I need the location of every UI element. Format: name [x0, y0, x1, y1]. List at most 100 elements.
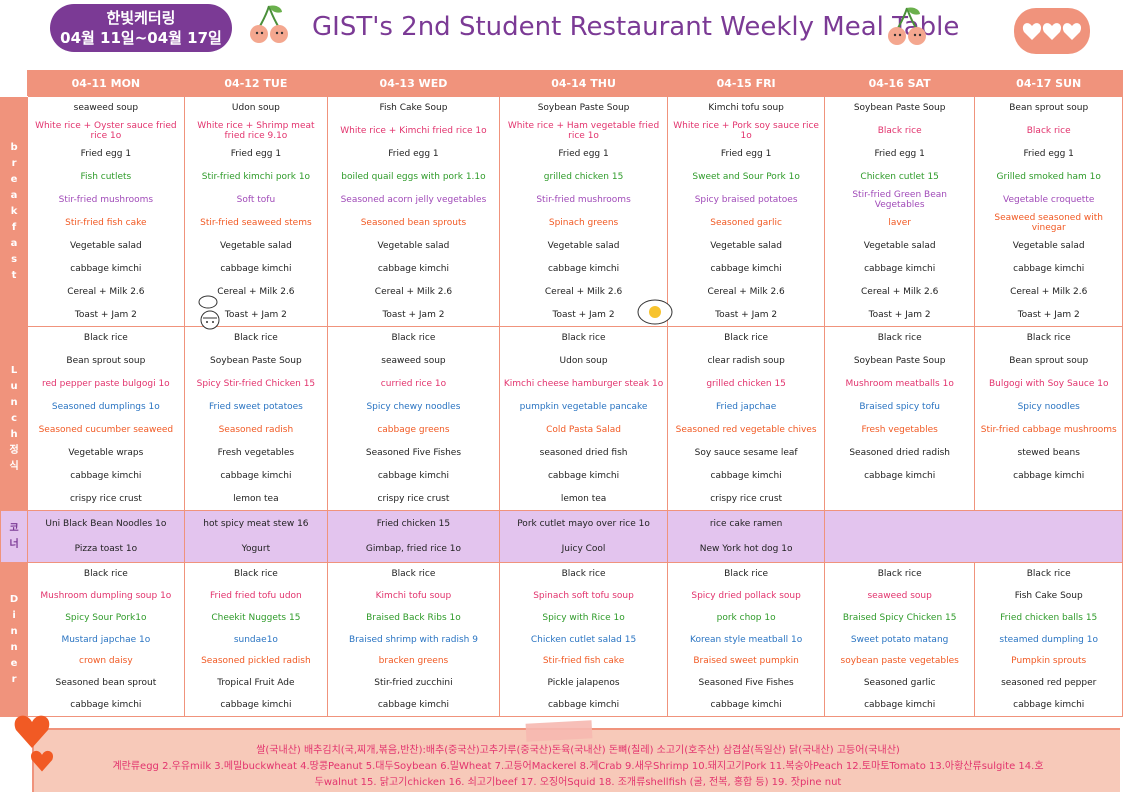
menu-item: Black rice	[724, 568, 769, 579]
dinner-label-char: e	[10, 657, 18, 669]
chef-doodle-icon	[198, 295, 220, 330]
lunch-cell: Black rice Soybean Paste Soup Mushroom mea…	[823, 326, 976, 511]
menu-item: hot spicy meat stew 16	[203, 518, 309, 529]
menu-item: seaweed soup	[867, 590, 932, 601]
menu-item: crispy rice crust	[710, 493, 783, 504]
menu-item: Spicy noodles	[1017, 402, 1080, 413]
menu-item: Seaweed seasoned with vinegar	[994, 212, 1104, 233]
menu-item	[827, 487, 973, 510]
menu-item: Braised Back Ribs 1o	[366, 612, 461, 623]
breakfast-cell: seaweed soup White rice + Oyster sauce fr…	[27, 96, 185, 327]
menu-item: Black rice	[1026, 126, 1071, 137]
menu-item: Kimchi cheese hamburger steak 1o	[503, 379, 664, 390]
menu-item: lemon tea	[560, 493, 607, 504]
cherry-icon	[250, 5, 288, 43]
breakfast-cell-list: Soybean Paste Soup White rice + Ham veget…	[502, 97, 666, 326]
menu-item: cabbage kimchi	[220, 263, 292, 274]
lunch-label-char: u	[10, 380, 18, 392]
menu-item: lemon tea	[233, 493, 279, 504]
menu-item: Seasoned dried radish	[849, 447, 950, 458]
caterer-name: 한빛케터링	[106, 9, 176, 27]
menu-item: Black rice	[391, 568, 436, 579]
allergen-footer: 쌀(국내산) 배추김치(국,찌개,볶음,반찬):배추(중국산)고추가루(중국산)…	[0, 715, 1123, 794]
lunch-cell: Black rice Bean sprout soup red pepper pas…	[27, 326, 185, 511]
menu-item: soybean paste vegetables	[840, 656, 959, 667]
heart-icon	[14, 715, 50, 748]
breakfast-cell-list: Soybean Paste Soup Black rice Fried egg 1 C…	[827, 97, 973, 326]
menu-item: Cereal + Milk 2.6	[1010, 286, 1088, 297]
menu-item: Seasoned dumplings 1o	[51, 402, 160, 413]
menu-item: cabbage kimchi	[547, 263, 620, 274]
breakfast-cell: Bean sprout soup Black rice Fried egg 1 Gri…	[974, 96, 1123, 327]
breakfast-cell: Soybean Paste Soup White rice + Ham veget…	[498, 96, 669, 327]
tape-decoration	[525, 720, 593, 742]
menu-item: cabbage kimchi	[864, 470, 936, 481]
menu-item: New York hot dog 1o	[699, 544, 793, 555]
dinner-cell-list: Black rice Spicy dried pollack soup pork c…	[670, 563, 822, 716]
cherry-icon	[888, 7, 926, 45]
menu-item: Fried egg 1	[874, 149, 925, 160]
menu-item	[977, 487, 1120, 510]
menu-item: crispy rice crust	[69, 493, 142, 504]
menu-item: Vegetable salad	[547, 240, 620, 251]
menu-item: steamed dumpling 1o	[999, 634, 1098, 645]
breakfast-label-char: t	[11, 269, 17, 281]
dinner-cell: Black rice Kimchi tofu soup Braised Back R…	[327, 562, 500, 717]
menu-item: Stir-fried mushrooms	[536, 195, 631, 206]
menu-item: Spicy chewy noodles	[366, 402, 461, 413]
menu-item: Fried chicken 15	[376, 518, 451, 529]
breakfast-label-char: s	[11, 253, 18, 265]
breakfast-cell: Udon soup White rice + Shrimp meat fried …	[183, 96, 329, 327]
lunch-cell-list: Black rice clear radish soup grilled chick…	[670, 327, 822, 510]
menu-item: White rice + Ham vegetable fried rice 1o	[507, 121, 660, 142]
lunch-cell: Black rice clear radish soup grilled chick…	[667, 326, 825, 511]
menu-item: Fish cutlets	[80, 172, 132, 183]
day-header: 04-11 MON	[27, 70, 185, 97]
menu-item: Braised spicy tofu	[859, 402, 940, 413]
date-range: 04월 11일~04월 17일	[60, 29, 222, 47]
menu-item: Vegetable salad	[377, 240, 450, 251]
heart-icon	[1014, 8, 1090, 54]
menu-item: cabbage kimchi	[70, 700, 142, 711]
lunch-cell: Black rice seaweed soup curried rice 1o Spi…	[327, 326, 500, 511]
breakfast-label-char: a	[10, 237, 18, 249]
dinner-cell: Black rice Spinach soft tofu soup Spicy wi…	[498, 562, 669, 717]
menu-item: Mushroom dumpling soup 1o	[40, 590, 172, 601]
menu-item: Mushroom meatballs 1o	[845, 379, 954, 390]
lunch-cell: Black rice Soybean Paste Soup Spicy Stir-f…	[183, 326, 329, 511]
menu-item: Pickle jalapenos	[547, 678, 620, 689]
date-badge: 한빛케터링 04월 11일~04월 17일	[50, 4, 232, 52]
corner-cell-list: hot spicy meat stew 16 Yogurt	[187, 511, 326, 562]
menu-item: Stir-fried cabbage mushrooms	[980, 424, 1117, 435]
menu-item: Chicken cutlet 15	[860, 172, 939, 183]
menu-item: Fish Cake Soup	[379, 103, 448, 114]
menu-item: Spinach soft tofu soup	[533, 590, 634, 601]
lunch-cell-list: Black rice Bean sprout soup red pepper pas…	[30, 327, 182, 510]
menu-item: Bean sprout soup	[66, 356, 146, 367]
corner-cell-list: Pork cutlet mayo over rice 1o Juicy Cool	[502, 511, 666, 562]
menu-item: Fried chicken balls 15	[1000, 612, 1098, 623]
menu-item: Stir-fried fish cake	[65, 217, 147, 228]
menu-item: Bean sprout soup	[1009, 356, 1089, 367]
menu-item: Uni Black Bean Noodles 1o	[45, 518, 167, 529]
corner-label-char: 너	[9, 538, 19, 550]
menu-item: Tropical Fruit Ade	[217, 678, 295, 689]
menu-item: cabbage kimchi	[547, 470, 620, 481]
dinner-label-char: n	[10, 641, 18, 653]
menu-item: Fish Cake Soup	[1014, 590, 1083, 601]
menu-item: Sweet potato matang	[850, 634, 949, 645]
breakfast-cell-list: Udon soup White rice + Shrimp meat fried …	[187, 97, 326, 326]
day-header: 04-16 SAT	[823, 70, 976, 97]
menu-item: cabbage kimchi	[377, 263, 450, 274]
menu-item: sundae1o	[233, 634, 278, 645]
menu-item: Vegetable salad	[863, 240, 936, 251]
allergen-info-cont: 두walnut 15. 닭고기chicken 16. 쇠고기beef 17. 오…	[314, 777, 842, 788]
menu-item: Seasoned Five Fishes	[365, 447, 462, 458]
lunch-cell-list: Black rice Bean sprout soup Bulgogi with S…	[977, 327, 1120, 510]
